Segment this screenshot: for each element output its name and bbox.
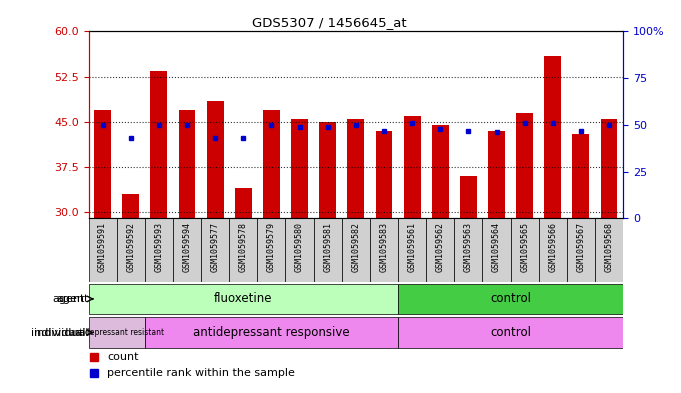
- Bar: [89, 219, 116, 282]
- Bar: [370, 219, 398, 282]
- Bar: [432, 125, 449, 219]
- Text: GSM1059582: GSM1059582: [351, 222, 360, 272]
- Bar: [89, 284, 398, 314]
- Bar: [539, 219, 567, 282]
- Text: GSM1059592: GSM1059592: [126, 222, 136, 272]
- Text: GSM1059567: GSM1059567: [576, 222, 586, 272]
- Bar: [460, 176, 477, 219]
- Text: count: count: [107, 353, 139, 362]
- Bar: [544, 55, 561, 219]
- Bar: [201, 219, 229, 282]
- Bar: [235, 188, 252, 219]
- Bar: [595, 219, 623, 282]
- Bar: [145, 219, 173, 282]
- Bar: [516, 113, 533, 219]
- Bar: [151, 71, 168, 219]
- Text: control: control: [490, 292, 531, 305]
- Bar: [291, 119, 308, 219]
- Bar: [454, 219, 482, 282]
- Text: GSM1059579: GSM1059579: [267, 222, 276, 272]
- Text: agent: agent: [52, 294, 85, 304]
- Text: agent: agent: [56, 294, 89, 304]
- Bar: [404, 116, 421, 219]
- Bar: [601, 119, 618, 219]
- Text: control: control: [490, 326, 531, 339]
- Bar: [398, 219, 426, 282]
- Bar: [375, 131, 392, 219]
- Text: GSM1059581: GSM1059581: [323, 222, 332, 272]
- Bar: [257, 219, 285, 282]
- Text: antidepressant resistant: antidepressant resistant: [69, 328, 163, 337]
- Text: GSM1059562: GSM1059562: [436, 222, 445, 272]
- Bar: [207, 101, 223, 219]
- Text: GSM1059566: GSM1059566: [548, 222, 557, 272]
- Text: GSM1059580: GSM1059580: [295, 222, 304, 272]
- Bar: [347, 119, 364, 219]
- Text: GSM1059563: GSM1059563: [464, 222, 473, 272]
- Text: individual: individual: [31, 328, 85, 338]
- Bar: [567, 219, 595, 282]
- Bar: [285, 219, 314, 282]
- Title: GDS5307 / 1456645_at: GDS5307 / 1456645_at: [252, 16, 407, 29]
- Text: GSM1059564: GSM1059564: [492, 222, 501, 272]
- Bar: [511, 219, 539, 282]
- Bar: [573, 134, 589, 219]
- Bar: [342, 219, 370, 282]
- Text: antidepressant responsive: antidepressant responsive: [193, 326, 350, 339]
- Bar: [398, 318, 623, 348]
- Bar: [229, 219, 257, 282]
- Bar: [319, 122, 336, 219]
- Bar: [173, 219, 201, 282]
- Bar: [94, 110, 111, 219]
- Bar: [314, 219, 342, 282]
- Text: individual: individual: [34, 328, 89, 338]
- Text: GSM1059568: GSM1059568: [605, 222, 614, 272]
- Bar: [398, 284, 623, 314]
- Bar: [123, 195, 139, 219]
- Bar: [488, 131, 505, 219]
- Bar: [426, 219, 454, 282]
- Bar: [145, 318, 398, 348]
- Text: GSM1059565: GSM1059565: [520, 222, 529, 272]
- Text: GSM1059594: GSM1059594: [183, 222, 191, 272]
- Text: GSM1059577: GSM1059577: [210, 222, 220, 272]
- Text: percentile rank within the sample: percentile rank within the sample: [107, 368, 295, 378]
- Bar: [482, 219, 511, 282]
- Bar: [89, 318, 145, 348]
- Text: GSM1059578: GSM1059578: [239, 222, 248, 272]
- Text: fluoxetine: fluoxetine: [214, 292, 272, 305]
- Bar: [116, 219, 145, 282]
- Text: GSM1059561: GSM1059561: [408, 222, 417, 272]
- Bar: [178, 110, 195, 219]
- Text: GSM1059591: GSM1059591: [98, 222, 107, 272]
- Text: GSM1059583: GSM1059583: [379, 222, 388, 272]
- Text: GSM1059593: GSM1059593: [155, 222, 163, 272]
- Bar: [263, 110, 280, 219]
